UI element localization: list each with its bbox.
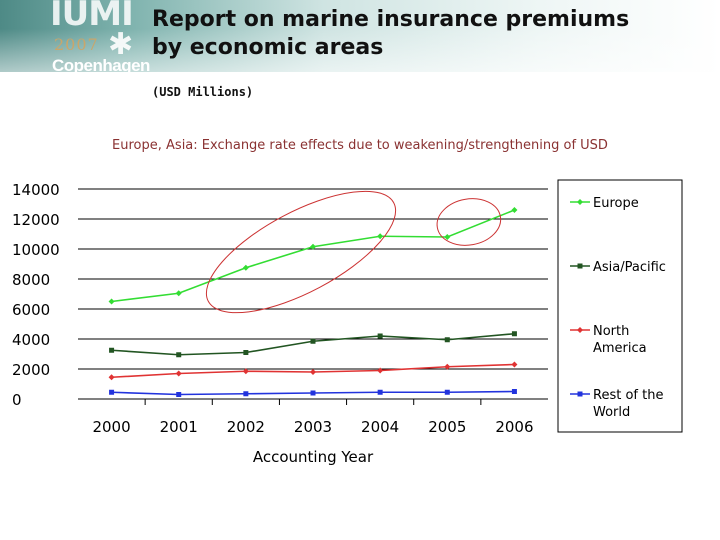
y-tick-label: 0 xyxy=(12,391,22,409)
data-point xyxy=(242,368,249,375)
x-tick-label: 2000 xyxy=(92,418,130,436)
series-line-1 xyxy=(111,332,515,356)
x-tick-label: 2003 xyxy=(294,418,332,436)
slide-title-line2: by economic areas xyxy=(152,35,384,60)
legend-marker xyxy=(577,199,583,205)
data-point xyxy=(310,338,316,344)
data-point xyxy=(377,367,384,374)
header-banner-fade xyxy=(0,0,720,72)
x-axis-title: Accounting Year xyxy=(253,448,374,466)
x-tick-label: 2001 xyxy=(160,418,198,436)
y-tick-label: 4000 xyxy=(12,331,50,349)
x-axis-ticks: 2000 2001 2002 2003 2004 2005 2006 xyxy=(92,418,533,436)
compass-star-icon: ✱ xyxy=(108,27,134,62)
legend-label: Rest of the World xyxy=(593,388,663,420)
legend-label-line: America xyxy=(593,341,647,356)
data-point xyxy=(310,243,316,250)
y-tick-label: 14000 xyxy=(12,181,60,199)
data-point xyxy=(511,207,518,213)
legend-label-line: North xyxy=(593,324,629,339)
chart-series xyxy=(108,207,518,397)
data-point xyxy=(511,361,518,368)
data-point xyxy=(109,389,115,395)
chart-annotations xyxy=(205,190,502,314)
annotation-ellipse-2 xyxy=(436,198,502,246)
data-point xyxy=(377,333,383,339)
data-point xyxy=(377,233,384,240)
data-point xyxy=(108,298,115,305)
legend-marker xyxy=(577,391,583,397)
x-tick-label: 2002 xyxy=(227,418,265,436)
legend-label: North America xyxy=(593,324,647,356)
chart-legend: Europe Asia/Pacific North America Rest of th… xyxy=(570,196,666,420)
data-point xyxy=(511,331,517,337)
data-point xyxy=(377,389,383,395)
legend-label-line: Europe xyxy=(593,196,639,211)
data-point xyxy=(310,369,316,375)
y-axis-ticks: 0 2000 4000 6000 8000 10000 12000 14000 xyxy=(12,181,60,409)
data-point xyxy=(444,363,451,370)
legend-marker xyxy=(577,263,583,269)
data-point xyxy=(176,352,182,358)
legend-marker xyxy=(577,327,583,333)
y-tick-label: 2000 xyxy=(12,361,50,379)
data-point xyxy=(109,347,115,353)
legend-label: Europe xyxy=(593,196,639,211)
data-point xyxy=(243,391,249,397)
data-point xyxy=(310,390,316,396)
iumi-logo: IUMI 2007 ✱ Copenhagen xyxy=(50,0,150,76)
logo-city: Copenhagen xyxy=(52,56,150,75)
series-line-0 xyxy=(111,209,515,303)
data-point xyxy=(243,350,249,355)
x-tick-label: 2006 xyxy=(495,418,533,436)
chart-title: Europe, Asia: Exchange rate effects due … xyxy=(112,138,608,153)
units-subtitle: (USD Millions) xyxy=(152,85,254,99)
legend-label: Asia/Pacific xyxy=(593,260,666,275)
x-tick-label: 2004 xyxy=(361,418,399,436)
logo-year: 2007 xyxy=(54,35,99,54)
x-tick-label: 2005 xyxy=(428,418,466,436)
annotation-ellipse-1 xyxy=(205,190,397,314)
legend-box xyxy=(557,179,683,433)
data-point xyxy=(444,337,450,343)
legend-label-line: Rest of the xyxy=(593,388,663,403)
y-tick-label: 12000 xyxy=(12,211,60,229)
y-tick-label: 10000 xyxy=(12,241,60,259)
y-tick-label: 6000 xyxy=(12,301,50,319)
data-point xyxy=(511,389,517,394)
data-point xyxy=(175,370,182,377)
data-point xyxy=(444,234,451,240)
data-point xyxy=(242,264,249,271)
data-point xyxy=(444,389,450,395)
data-point xyxy=(108,374,115,381)
y-tick-label: 8000 xyxy=(12,271,50,289)
legend-label-line: World xyxy=(593,405,630,420)
slide-title-line1: Report on marine insurance premiums xyxy=(152,7,630,32)
legend-label-line: Asia/Pacific xyxy=(593,260,666,275)
data-point xyxy=(176,392,182,397)
logo-word: IUMI xyxy=(50,0,134,34)
slide-title: Report on marine insurance premiums by e… xyxy=(152,6,629,62)
data-point xyxy=(175,290,182,297)
